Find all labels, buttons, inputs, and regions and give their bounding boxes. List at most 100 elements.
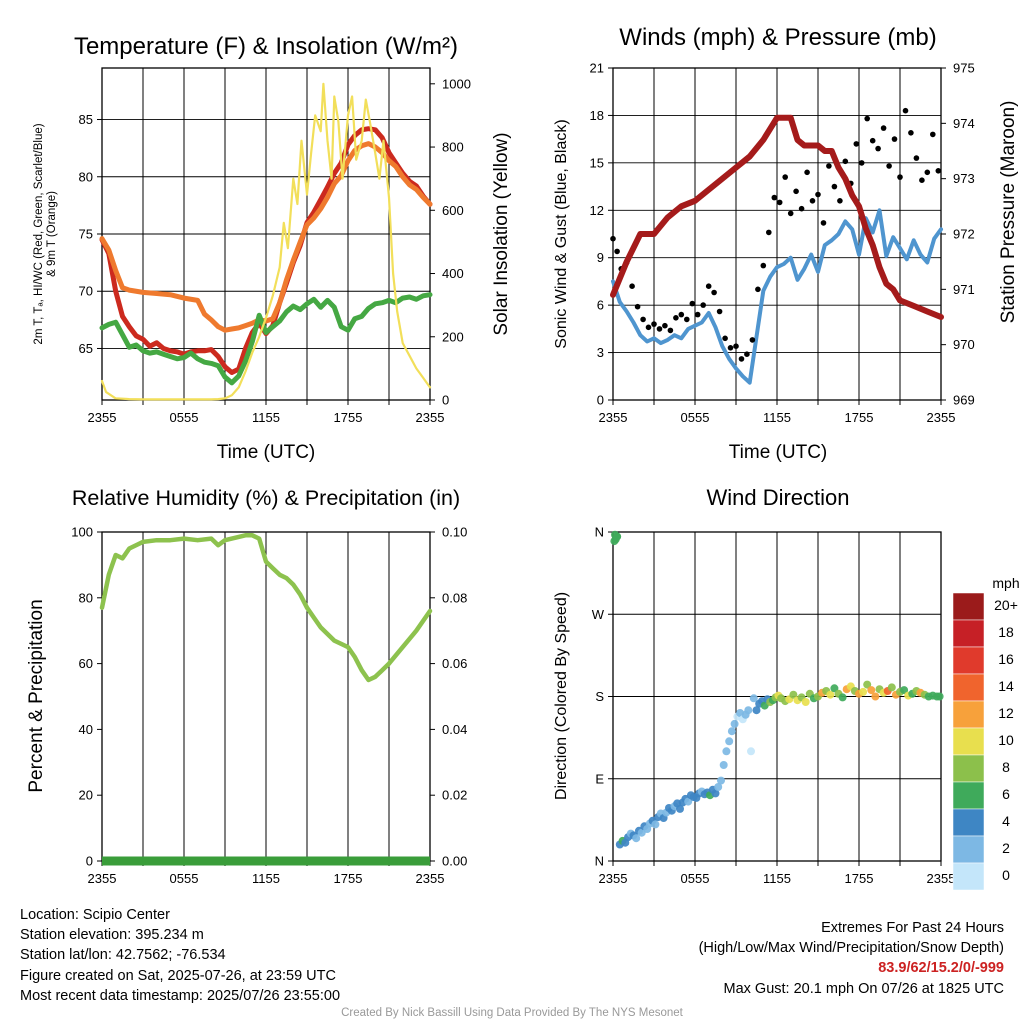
wind-gust-point bbox=[678, 311, 685, 318]
temp-xtick-label: 1155 bbox=[252, 410, 280, 425]
wind-gust-point bbox=[749, 337, 756, 343]
temp-y2tick-label: 1000 bbox=[442, 76, 471, 91]
dir-chart-title: Wind Direction bbox=[706, 485, 849, 510]
speed-legend-label: 14 bbox=[998, 678, 1014, 694]
extremes-box: Extremes For Past 24 Hours (High/Low/Max… bbox=[699, 918, 1004, 999]
dir-point bbox=[744, 706, 753, 715]
wind-gust-point bbox=[831, 183, 838, 190]
dir-point bbox=[935, 692, 944, 701]
wind-gust-point bbox=[924, 169, 931, 176]
wind-gust-point bbox=[891, 136, 898, 142]
rh-series-rh bbox=[99, 533, 433, 683]
wind-gust-point bbox=[837, 198, 843, 204]
dir-point bbox=[830, 684, 839, 693]
dir-point bbox=[749, 694, 758, 703]
rh-y2tick-label: 0.06 bbox=[442, 656, 467, 671]
rh-xtick-label: 1755 bbox=[334, 871, 363, 886]
dir-point bbox=[801, 698, 810, 706]
dir-ytick-label: N bbox=[595, 854, 604, 869]
rh-y2tick-label: 0.00 bbox=[442, 854, 467, 869]
wind-xtick-label: 0555 bbox=[681, 410, 710, 425]
wind-gust-point bbox=[842, 158, 849, 165]
dir-point bbox=[826, 690, 835, 699]
wind-ytick-label: 12 bbox=[590, 203, 604, 218]
wind-ytick-label: 6 bbox=[597, 298, 604, 313]
wind-series-pressure bbox=[610, 114, 944, 320]
wind-xtick-label: 2355 bbox=[927, 410, 956, 425]
dir-ytick-label: E bbox=[595, 771, 604, 786]
rh-ytick-label: 100 bbox=[71, 525, 93, 540]
dir-point bbox=[676, 804, 684, 813]
speed-legend-label: 12 bbox=[998, 705, 1014, 721]
speed-legend-label: 0 bbox=[1002, 867, 1010, 883]
speed-legend-title: mph bbox=[992, 575, 1019, 591]
wind-gust-point bbox=[700, 302, 706, 308]
credit-text: Created By Nick Bassill Using Data Provi… bbox=[341, 1007, 683, 1019]
temp-yaxis-label-line2: & 9m T (Orange) bbox=[46, 191, 58, 277]
rh-ytick-label: 80 bbox=[79, 590, 93, 605]
wind-gust-point bbox=[684, 316, 690, 323]
wind-gust-point bbox=[760, 262, 767, 269]
dir-point bbox=[613, 532, 622, 541]
wind-xtick-label: 1755 bbox=[845, 410, 874, 425]
dir-point bbox=[859, 687, 868, 696]
speed-legend-label: 20+ bbox=[994, 597, 1018, 613]
wind-ytick-label: 15 bbox=[590, 155, 604, 170]
speed-legend-label: 10 bbox=[998, 732, 1014, 748]
wind-gust-point bbox=[716, 308, 723, 315]
wind-gust-point bbox=[711, 289, 717, 296]
speed-legend-swatch bbox=[952, 808, 985, 837]
temp-yaxis-label-line1: 2m T, Tₐ, HI/WC (Red, Green, Scarlet/Blu… bbox=[33, 123, 45, 344]
wind-ytick-label: 21 bbox=[590, 61, 604, 76]
speed-legend-label: 4 bbox=[1002, 813, 1010, 829]
wind-gust-point bbox=[766, 229, 772, 236]
wind-gust-point bbox=[771, 194, 778, 201]
wind-gust-point bbox=[930, 131, 936, 138]
dir-point bbox=[684, 797, 693, 806]
wind-ytick-label: 9 bbox=[597, 250, 604, 265]
dir-point bbox=[632, 834, 641, 843]
wind-yaxis-label: Sonic Wind & Gust (Blue, Black) bbox=[553, 119, 570, 348]
temp-y2tick-label: 200 bbox=[442, 329, 464, 344]
wind-gust-point bbox=[662, 322, 668, 329]
dir-point bbox=[871, 692, 880, 701]
wind-y2tick-label: 973 bbox=[953, 171, 975, 186]
speed-legend-label: 18 bbox=[998, 624, 1014, 640]
extremes-title: Extremes For Past 24 Hours bbox=[821, 920, 1004, 936]
rh-yaxis-label: Percent & Precipitation bbox=[26, 599, 47, 792]
temp-y2axis-label: Solar Insolation (Yellow) bbox=[491, 132, 512, 335]
dir-ytick-label: N bbox=[595, 525, 604, 540]
dir-ytick-label: S bbox=[595, 689, 604, 704]
speed-legend-swatch bbox=[952, 754, 985, 783]
temp-ytick-label: 65 bbox=[79, 341, 93, 356]
wind-gust-point bbox=[787, 210, 794, 217]
wind-gust-point bbox=[793, 188, 799, 195]
wind-gust-point bbox=[880, 125, 887, 131]
temp-ytick-label: 80 bbox=[79, 169, 93, 184]
dir-xtick-label: 1155 bbox=[763, 871, 791, 886]
temp-series-td bbox=[99, 292, 433, 386]
rh-xtick-label: 2355 bbox=[416, 871, 445, 886]
wind-gust-point bbox=[727, 345, 734, 351]
speed-legend-label: 16 bbox=[998, 651, 1014, 667]
speed-legend-swatch bbox=[952, 673, 985, 702]
station-info: Location: Scipio Center Station elevatio… bbox=[20, 905, 340, 1006]
temp-y2tick-label: 800 bbox=[442, 140, 464, 155]
rh-y2tick-label: 0.04 bbox=[442, 722, 467, 737]
dir-point bbox=[730, 719, 739, 728]
rh-y2tick-label: 0.08 bbox=[442, 590, 467, 605]
wind-gust-point bbox=[864, 115, 870, 122]
dir-point bbox=[719, 761, 728, 769]
temp-chart-title: Temperature (F) & Insolation (W/m²) bbox=[74, 33, 458, 60]
speed-legend-swatch bbox=[952, 835, 985, 864]
dir-point bbox=[727, 727, 736, 736]
wind-gust-point bbox=[614, 248, 620, 255]
location-text: Location: Scipio Center bbox=[20, 907, 170, 923]
wind-gust-point bbox=[744, 351, 750, 358]
dir-xtick-label: 2355 bbox=[599, 871, 628, 886]
speed-legend-swatch bbox=[952, 862, 985, 891]
speed-legend-swatch bbox=[952, 592, 985, 621]
temp-ytick-label: 75 bbox=[79, 227, 93, 242]
wind-gust-point bbox=[722, 335, 728, 342]
wind-gust-point bbox=[645, 324, 652, 331]
